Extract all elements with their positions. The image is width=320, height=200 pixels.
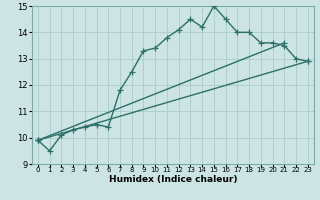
- X-axis label: Humidex (Indice chaleur): Humidex (Indice chaleur): [108, 175, 237, 184]
